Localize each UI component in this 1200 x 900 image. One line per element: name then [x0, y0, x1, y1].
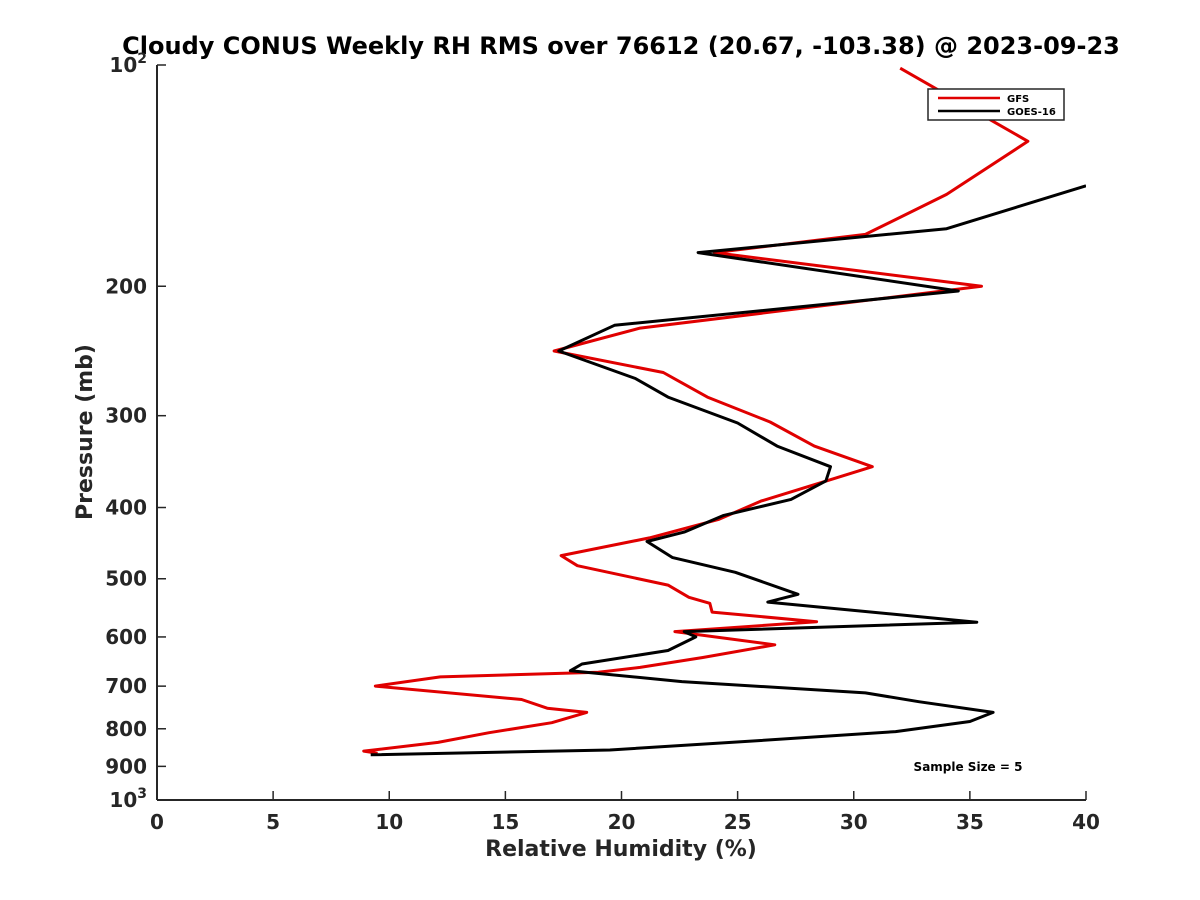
- legend-label-gfs: GFS: [1007, 94, 1029, 105]
- x-tick-label: 30: [840, 810, 868, 834]
- y-tick-label: 700: [105, 674, 147, 698]
- y-tick-label: 600: [105, 625, 147, 649]
- y-tick-label: 900: [105, 754, 147, 778]
- x-tick-label: 40: [1072, 810, 1100, 834]
- x-tick-label: 20: [608, 810, 636, 834]
- y-tick-label: 800: [105, 717, 147, 741]
- x-tick-label: 0: [150, 810, 164, 834]
- x-tick-label: 35: [956, 810, 984, 834]
- legend-box: [927, 88, 1065, 121]
- y-tick-label: 103: [109, 786, 147, 812]
- series-line-goes16: [370, 184, 1086, 757]
- x-tick-label: 25: [724, 810, 752, 834]
- x-axis-label: Relative Humidity (%): [485, 837, 757, 862]
- x-tick-label: 5: [266, 810, 280, 834]
- y-axis-ticks: 102 200 300 400 500 600 700 800 900 103: [105, 51, 166, 812]
- y-axis-label: Pressure (mb): [73, 344, 98, 520]
- y-tick-label: 400: [105, 496, 147, 520]
- chart-title: Cloudy CONUS Weekly RH RMS over 76612 (2…: [122, 32, 1120, 60]
- x-tick-label: 15: [491, 810, 519, 834]
- y-tick-label: 200: [105, 274, 147, 298]
- legend: GFS GOES-16: [927, 88, 1065, 121]
- x-axis-ticks: 0 5 10 15 20 25 30 35 40: [150, 791, 1100, 834]
- y-tick-label: 102: [109, 51, 147, 77]
- plot-area: [362, 66, 1086, 757]
- legend-label-goes16: GOES-16: [1007, 107, 1056, 118]
- series-line-gfs: [362, 66, 1030, 755]
- x-tick-label: 10: [375, 810, 403, 834]
- y-tick-label: 300: [105, 404, 147, 428]
- y-tick-label: 500: [105, 567, 147, 591]
- sample-size-annotation: Sample Size = 5: [914, 760, 1023, 774]
